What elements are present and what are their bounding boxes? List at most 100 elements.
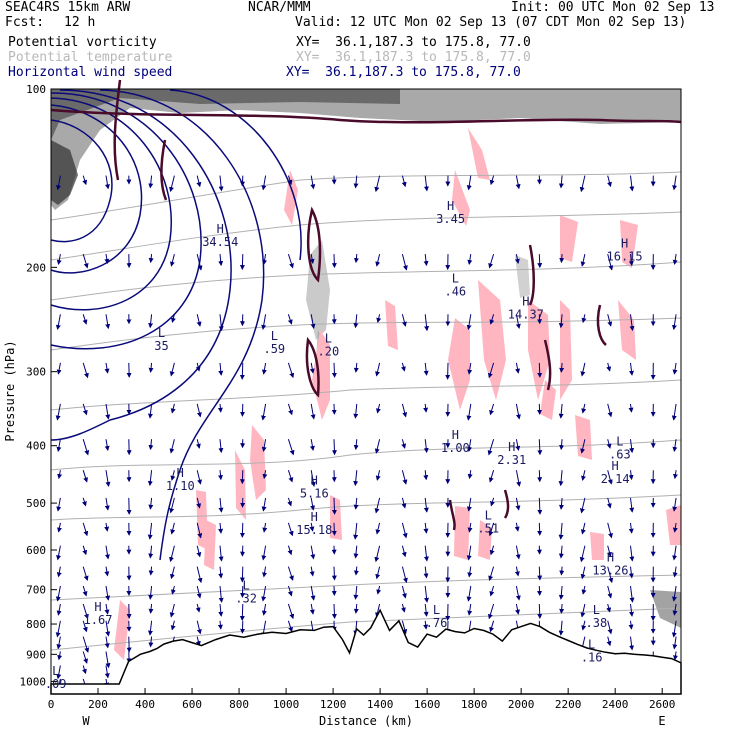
wind-vector (673, 470, 678, 480)
wind-vector (375, 362, 381, 377)
wind-vector (105, 651, 111, 669)
wind-vector (580, 522, 586, 535)
wind-vector (56, 603, 62, 616)
wind-vector (105, 403, 111, 420)
wind-vector (287, 566, 294, 581)
wind-vector (310, 545, 316, 560)
extremum-value: .76 (426, 616, 448, 630)
wind-vector (515, 175, 521, 190)
wind-vector (401, 403, 408, 418)
legend-wind-xy: XY= 36.1,187.3 to 175.8, 77.0 (286, 65, 521, 80)
west-label: W (82, 714, 90, 728)
x-tick-label: 1000 (273, 698, 300, 711)
wind-vector (195, 636, 201, 647)
wind-vector (353, 497, 359, 510)
wind-vector (581, 314, 587, 324)
wind-vector (401, 497, 407, 509)
wind-vector (376, 403, 381, 414)
wind-vector (218, 497, 224, 513)
wind-vector (423, 566, 429, 579)
wind-vector (606, 603, 612, 613)
wind-vector (56, 439, 62, 452)
wind-vector (579, 545, 586, 563)
wind-vector (239, 254, 245, 271)
wind-vector (196, 314, 202, 327)
wind-vector (375, 253, 381, 267)
wind-vector (489, 620, 495, 633)
extremum-type: L (485, 509, 492, 523)
wind-vector (104, 175, 110, 190)
wind-vector (423, 522, 429, 534)
wind-vector (148, 314, 154, 329)
wind-vector (239, 470, 245, 485)
wind-vector (467, 566, 473, 578)
extremum-type: H (621, 236, 628, 250)
wind-vector (607, 620, 613, 635)
wind-vector (82, 314, 88, 325)
wind-vector (423, 545, 429, 562)
wind-vector (170, 585, 176, 595)
wind-vector (239, 603, 245, 621)
y-tick-label: 800 (26, 618, 46, 631)
y-tick-label: 700 (26, 584, 46, 597)
wind-vector (239, 566, 245, 583)
wind-vector (104, 545, 110, 560)
wind-vector (628, 403, 634, 413)
wind-vector (353, 175, 359, 189)
wind-vector (629, 439, 635, 454)
plot-frame (50, 88, 682, 695)
extremum-type: L (325, 332, 332, 346)
legend-theta-label: Potential temperature (8, 50, 173, 65)
wind-vector (261, 314, 267, 330)
wind-vector (401, 545, 407, 558)
east-label: E (658, 714, 665, 728)
wind-vector (672, 254, 678, 265)
x-tick-label: 200 (88, 698, 108, 711)
extremum-value: 15.18 (296, 523, 332, 537)
wind-vector (353, 522, 359, 540)
wind-vector (489, 314, 495, 325)
y-tick-label: 100 (26, 83, 46, 96)
wind-vector (559, 254, 565, 264)
wind-vector (82, 175, 88, 186)
init-time: Init: 00 UTC Mon 02 Sep 13 (511, 0, 715, 15)
wind-vector (261, 497, 267, 512)
wind-vector (353, 254, 359, 264)
wind-vector (147, 470, 153, 487)
wind-vector (287, 175, 293, 186)
wind-vector (56, 497, 62, 512)
wind-vector (105, 585, 111, 601)
wind-vector (82, 439, 90, 456)
wind-vector (559, 566, 565, 576)
wind-vector (537, 603, 543, 619)
wind-vector (559, 362, 565, 373)
extremum-value: .38 (586, 616, 608, 630)
wind-vector (466, 497, 472, 512)
wind-vector (104, 636, 110, 649)
wind-vector (672, 603, 678, 616)
wind-vector (558, 522, 564, 540)
wind-vector (515, 403, 521, 420)
wind-vector (558, 314, 564, 329)
x-tick-label: 1400 (367, 698, 394, 711)
wind-vector (537, 254, 543, 269)
extremum-type: L (52, 664, 59, 678)
wind-vector (606, 497, 612, 509)
wind-vector (262, 566, 268, 578)
wind-vector (261, 175, 267, 191)
wind-vector (559, 603, 565, 614)
wind-vector (218, 603, 224, 617)
wind-vector (218, 470, 223, 481)
wind-vector (466, 545, 472, 561)
wind-vector (105, 620, 111, 637)
extremum-type: H (311, 473, 318, 487)
wind-vector (56, 545, 62, 561)
wind-vector (261, 545, 267, 561)
extremum-type: H (311, 510, 318, 524)
wind-vector (309, 566, 315, 577)
wind-vector (607, 545, 612, 558)
wind-vector (56, 665, 62, 680)
wind-vector (401, 566, 408, 584)
x-tick-label: 600 (182, 698, 202, 711)
wind-vector (148, 636, 154, 648)
